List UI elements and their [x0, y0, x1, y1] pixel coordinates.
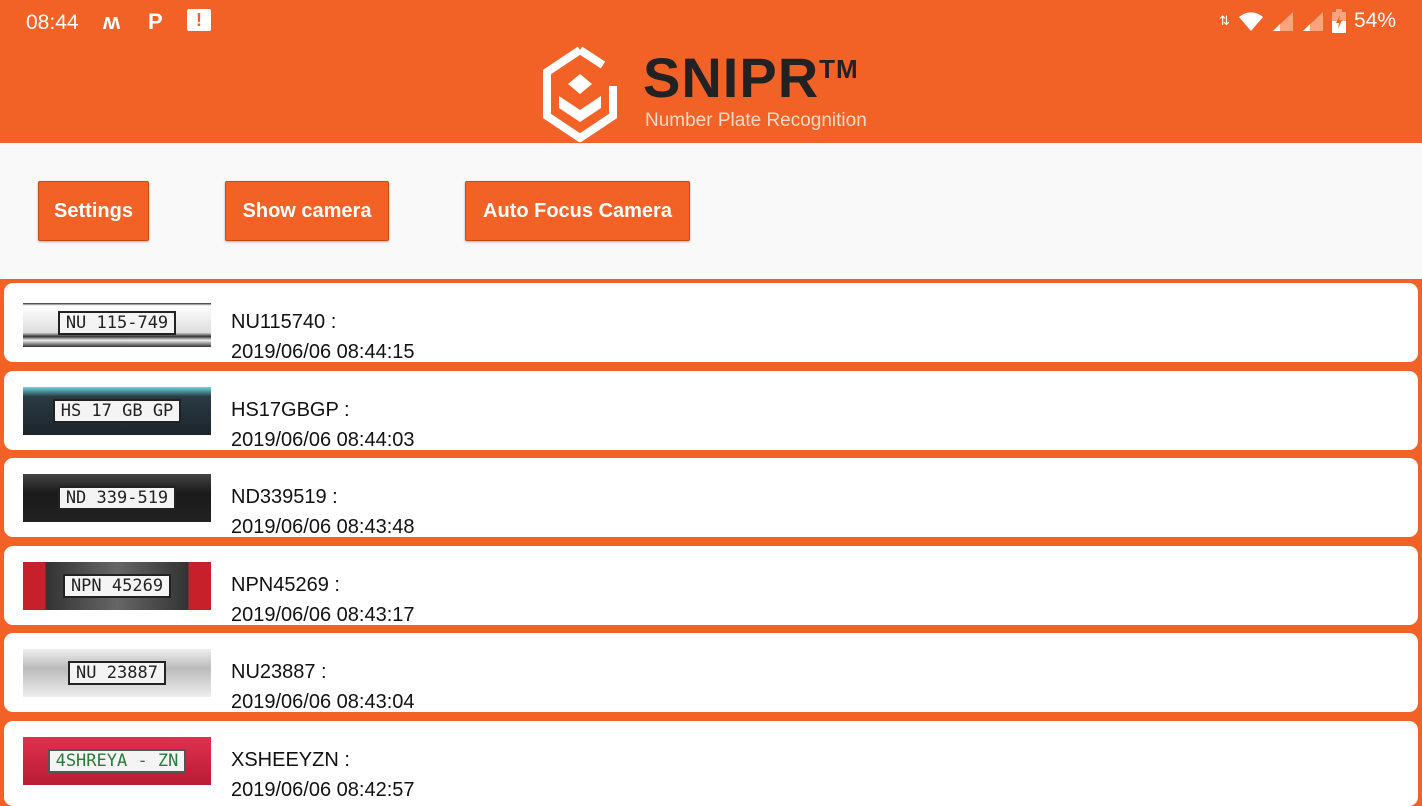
plate-number: XSHEEYZN : [231, 749, 350, 771]
result-text: ND339519 : 2019/06/06 08:43:48 [231, 482, 415, 542]
brand-text: SNIPR [643, 46, 820, 109]
plate-image-text: NPN 45269 [62, 574, 172, 598]
plate-thumbnail: 4SHREYA - ZN [23, 737, 211, 785]
plate-thumbnail: HS 17 GB GP [23, 387, 211, 435]
list-item[interactable]: NPN 45269 NPN45269 : 2019/06/06 08:43:17 [4, 546, 1418, 626]
show-camera-button[interactable]: Show camera [225, 181, 389, 241]
trademark: TM [819, 54, 859, 84]
plate-thumbnail: NPN 45269 [23, 562, 211, 610]
result-text: NPN45269 : 2019/06/06 08:43:17 [231, 570, 415, 630]
plate-image-text: NU 115-749 [57, 311, 177, 335]
result-text: XSHEEYZN : 2019/06/06 08:42:57 [231, 745, 415, 805]
plate-thumbnail: NU 23887 [23, 649, 211, 697]
app-header: 08:44 ʍ P ! ⇅ 54% SNIPRTM Number Plate R… [0, 0, 1422, 143]
plate-number: ND339519 : [231, 486, 338, 508]
toolbar: Settings Show camera Auto Focus Camera [0, 143, 1422, 279]
brand-name: SNIPRTM [643, 50, 859, 106]
plate-number: NU23887 : [231, 661, 327, 683]
p-notification-icon: P [148, 9, 163, 34]
status-time: 08:44 [26, 11, 79, 34]
signal-icon [1302, 12, 1323, 31]
tagline: Number Plate Recognition [645, 110, 867, 131]
data-arrows-icon: ⇅ [1219, 13, 1230, 28]
wifi-icon [1238, 12, 1263, 31]
timestamp: 2019/06/06 08:43:17 [231, 604, 415, 626]
list-item[interactable]: HS 17 GB GP HS17GBGP : 2019/06/06 08:44:0… [4, 371, 1418, 451]
list-item[interactable]: NU 23887 NU23887 : 2019/06/06 08:43:04 [4, 633, 1418, 713]
plate-thumbnail: ND 339-519 [23, 474, 211, 522]
plate-image-text: 4SHREYA - ZN [47, 749, 187, 773]
m-notification-icon: ʍ [103, 9, 121, 34]
plate-image-text: NU 23887 [68, 661, 166, 685]
plate-image-text: HS 17 GB GP [52, 399, 182, 423]
snipr-logo-icon [543, 46, 617, 142]
status-right: ⇅ 54% [1219, 9, 1396, 33]
timestamp: 2019/06/06 08:42:57 [231, 779, 415, 801]
signal-icon [1272, 12, 1293, 31]
plate-number: NU115740 : [231, 311, 337, 333]
result-text: HS17GBGP : 2019/06/06 08:44:03 [231, 395, 415, 455]
battery-percent: 54% [1353, 9, 1396, 32]
timestamp: 2019/06/06 08:43:04 [231, 691, 415, 713]
plate-number: NPN45269 : [231, 574, 340, 596]
plate-number: HS17GBGP : [231, 399, 350, 421]
timestamp: 2019/06/06 08:43:48 [231, 516, 415, 538]
alert-message-icon: ! [187, 9, 211, 31]
list-item[interactable]: 4SHREYA - ZN XSHEEYZN : 2019/06/06 08:42:… [4, 721, 1418, 806]
settings-button[interactable]: Settings [38, 181, 149, 241]
result-text: NU23887 : 2019/06/06 08:43:04 [231, 657, 415, 717]
list-item[interactable]: ND 339-519 ND339519 : 2019/06/06 08:43:48 [4, 458, 1418, 538]
list-item[interactable]: NU 115-749 NU115740 : 2019/06/06 08:44:15 [4, 283, 1418, 363]
battery-charging-icon [1331, 9, 1346, 33]
plate-image-text: ND 339-519 [57, 486, 177, 510]
auto-focus-camera-button[interactable]: Auto Focus Camera [465, 181, 690, 241]
timestamp: 2019/06/06 08:44:03 [231, 429, 415, 451]
result-text: NU115740 : 2019/06/06 08:44:15 [231, 307, 415, 367]
timestamp: 2019/06/06 08:44:15 [231, 341, 415, 363]
plate-thumbnail: NU 115-749 [23, 299, 211, 347]
